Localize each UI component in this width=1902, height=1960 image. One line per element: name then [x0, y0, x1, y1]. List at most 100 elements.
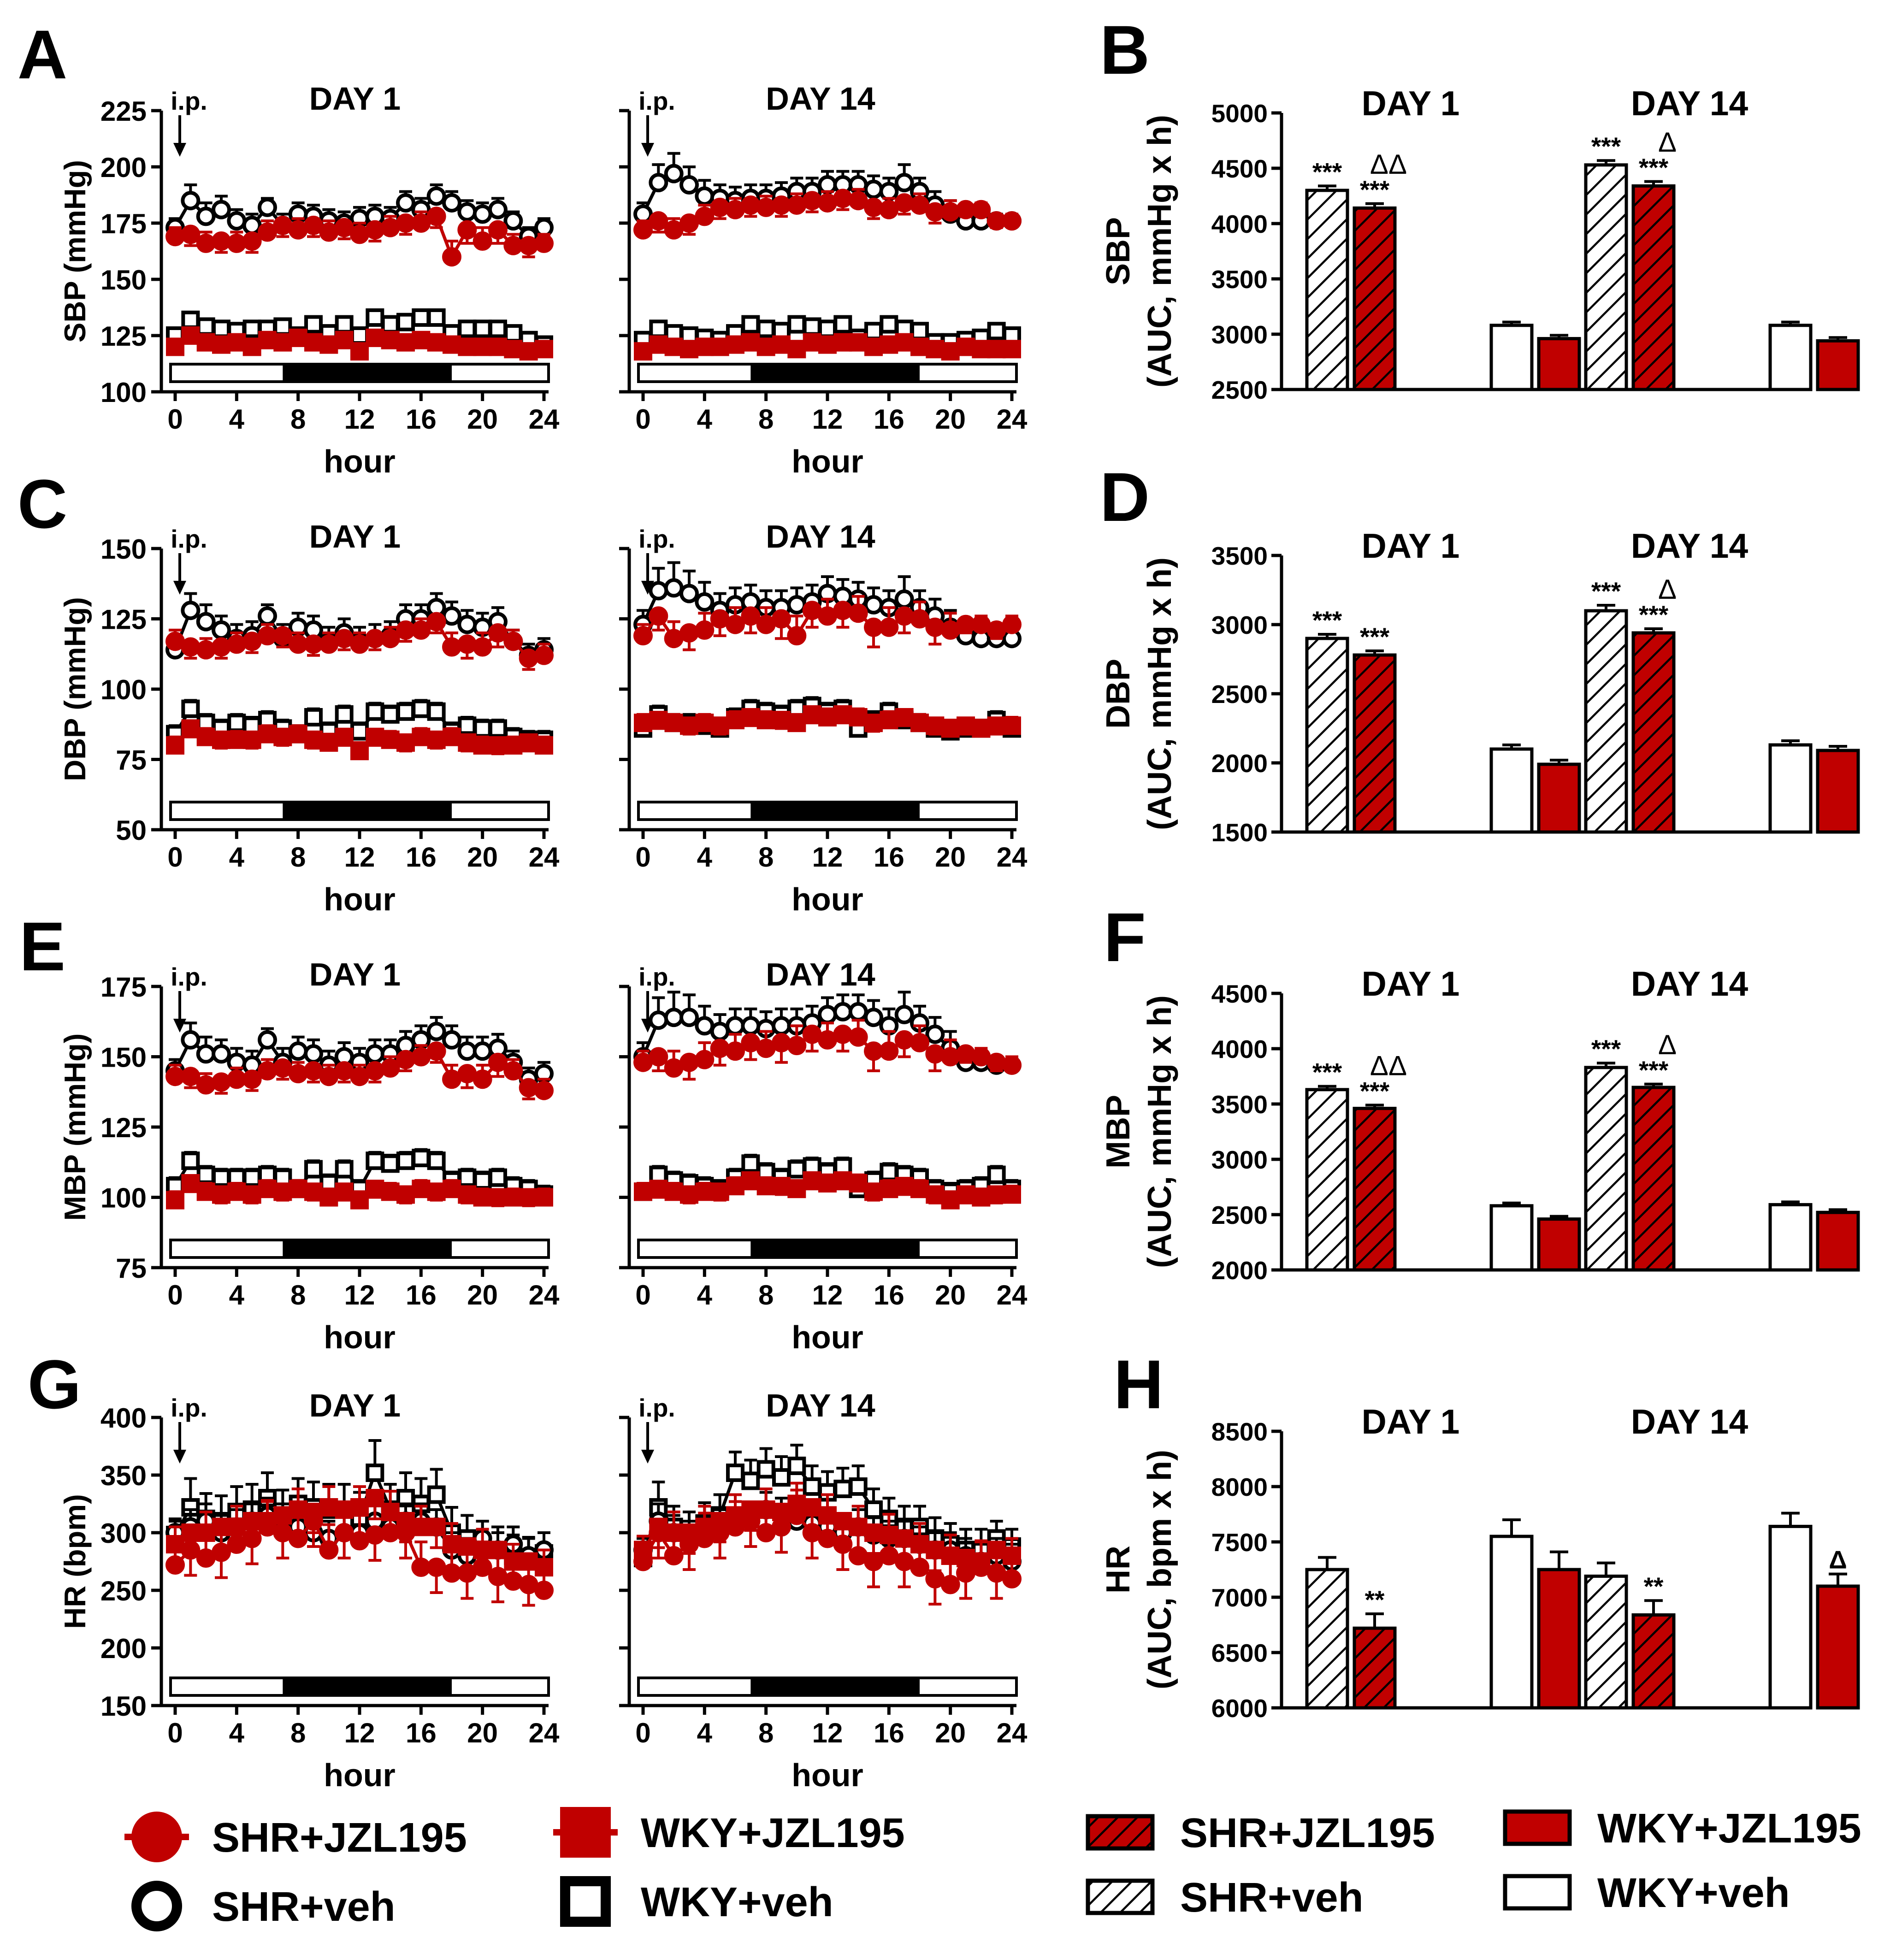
x-axis-label: hour [324, 1757, 396, 1793]
data-point [971, 200, 991, 219]
x-tick-label: 8 [758, 1280, 774, 1311]
data-point [227, 333, 246, 352]
data-point [196, 727, 215, 746]
bar-shr-jzl195 [1631, 1086, 1676, 1272]
data-point [941, 342, 960, 361]
data-point [664, 1523, 683, 1542]
bar-shr-veh [1584, 1574, 1628, 1710]
data-point [212, 231, 231, 251]
data-point [411, 620, 431, 640]
legend-marker [131, 1812, 182, 1862]
x-tick-label: 16 [406, 1280, 437, 1311]
x-tick-label: 0 [635, 1280, 650, 1311]
data-point [710, 197, 730, 217]
data-point [442, 193, 461, 213]
data-point [258, 331, 277, 349]
data-point [741, 1016, 761, 1036]
data-point [350, 634, 369, 654]
data-point [304, 1182, 323, 1201]
y-tick-label: 3500 [1211, 265, 1268, 294]
panel-letter-B: B [1100, 11, 1150, 89]
data-point [365, 1061, 385, 1080]
data-point [227, 714, 246, 732]
y-tick-label: 150 [100, 1691, 147, 1722]
data-point [787, 1494, 806, 1513]
data-point [848, 1027, 868, 1047]
data-point [726, 1464, 744, 1482]
data-point [710, 1021, 730, 1041]
y-tick-label: 350 [100, 1460, 147, 1491]
data-point [473, 1188, 492, 1207]
data-point [818, 606, 837, 626]
delta-mark: Δ [1658, 127, 1677, 158]
data-point [396, 313, 415, 331]
data-point [695, 1050, 715, 1069]
data-point [242, 215, 262, 235]
data-point [649, 211, 668, 231]
ip-label: i.p. [171, 525, 207, 553]
data-point [334, 1061, 354, 1080]
data-point [772, 1503, 791, 1521]
data-point [519, 1078, 538, 1098]
data-point [534, 233, 554, 253]
data-point [664, 220, 684, 240]
data-point [427, 333, 446, 352]
y-tick-label: 3500 [1211, 542, 1268, 570]
data-point [412, 308, 431, 327]
bar-plot-B: 2500 3000 3500 4000 4500 5000 SBP (AUC, mmHg x … [1100, 84, 1860, 404]
data-point [181, 326, 200, 345]
data-point [181, 1030, 201, 1050]
subplot-title: DAY 1 [309, 1387, 401, 1423]
x-tick-label: 16 [406, 404, 437, 435]
data-point [910, 1535, 929, 1553]
data-point [366, 328, 384, 347]
data-point [710, 716, 729, 735]
data-point [849, 1517, 868, 1536]
significance-mark: *** [1360, 622, 1390, 651]
panel-letter-F: F [1104, 898, 1146, 976]
data-point [741, 1500, 760, 1519]
data-point [503, 236, 523, 255]
data-point [366, 1489, 384, 1507]
data-point [634, 342, 652, 361]
significance-mark: Δ [1829, 1546, 1847, 1574]
data-point [772, 711, 791, 730]
data-point [741, 1171, 760, 1190]
data-point [679, 175, 699, 195]
data-point [803, 1498, 821, 1517]
data-point [925, 617, 945, 637]
bar-shr-jzl195 [1353, 1107, 1397, 1272]
data-point [864, 1041, 883, 1061]
data-point [864, 337, 883, 356]
data-point [381, 315, 400, 334]
data-point [289, 725, 307, 744]
data-point [366, 1464, 384, 1482]
delta-mark: ΔΔ [1370, 149, 1407, 180]
data-point [443, 335, 461, 354]
data-point [864, 1523, 883, 1542]
data-point [181, 1523, 200, 1542]
data-point [365, 1044, 385, 1064]
data-point [925, 1024, 945, 1044]
y-tick-label: 50 [116, 815, 147, 846]
data-point [350, 742, 369, 761]
data-point [664, 629, 684, 649]
y-tick-label: 2500 [1211, 680, 1268, 708]
ip-label: i.p. [638, 87, 675, 115]
data-point [818, 1174, 837, 1193]
y-tick-label: 7000 [1211, 1583, 1268, 1612]
delta-mark: ΔΔ [1370, 1050, 1407, 1081]
data-point [427, 730, 446, 749]
x-tick-label: 24 [529, 1280, 560, 1311]
data-point [695, 1517, 714, 1536]
data-point [833, 1480, 852, 1498]
series-wky-veh [166, 308, 553, 354]
data-point [196, 1182, 215, 1201]
bar-wky-jzl195 [1816, 339, 1860, 391]
data-point [488, 200, 508, 219]
group-title: DAY 14 [1631, 84, 1748, 123]
data-point [504, 324, 523, 343]
data-point [473, 736, 492, 755]
data-point [894, 193, 914, 213]
series-shr-jzl195 [165, 1041, 554, 1100]
